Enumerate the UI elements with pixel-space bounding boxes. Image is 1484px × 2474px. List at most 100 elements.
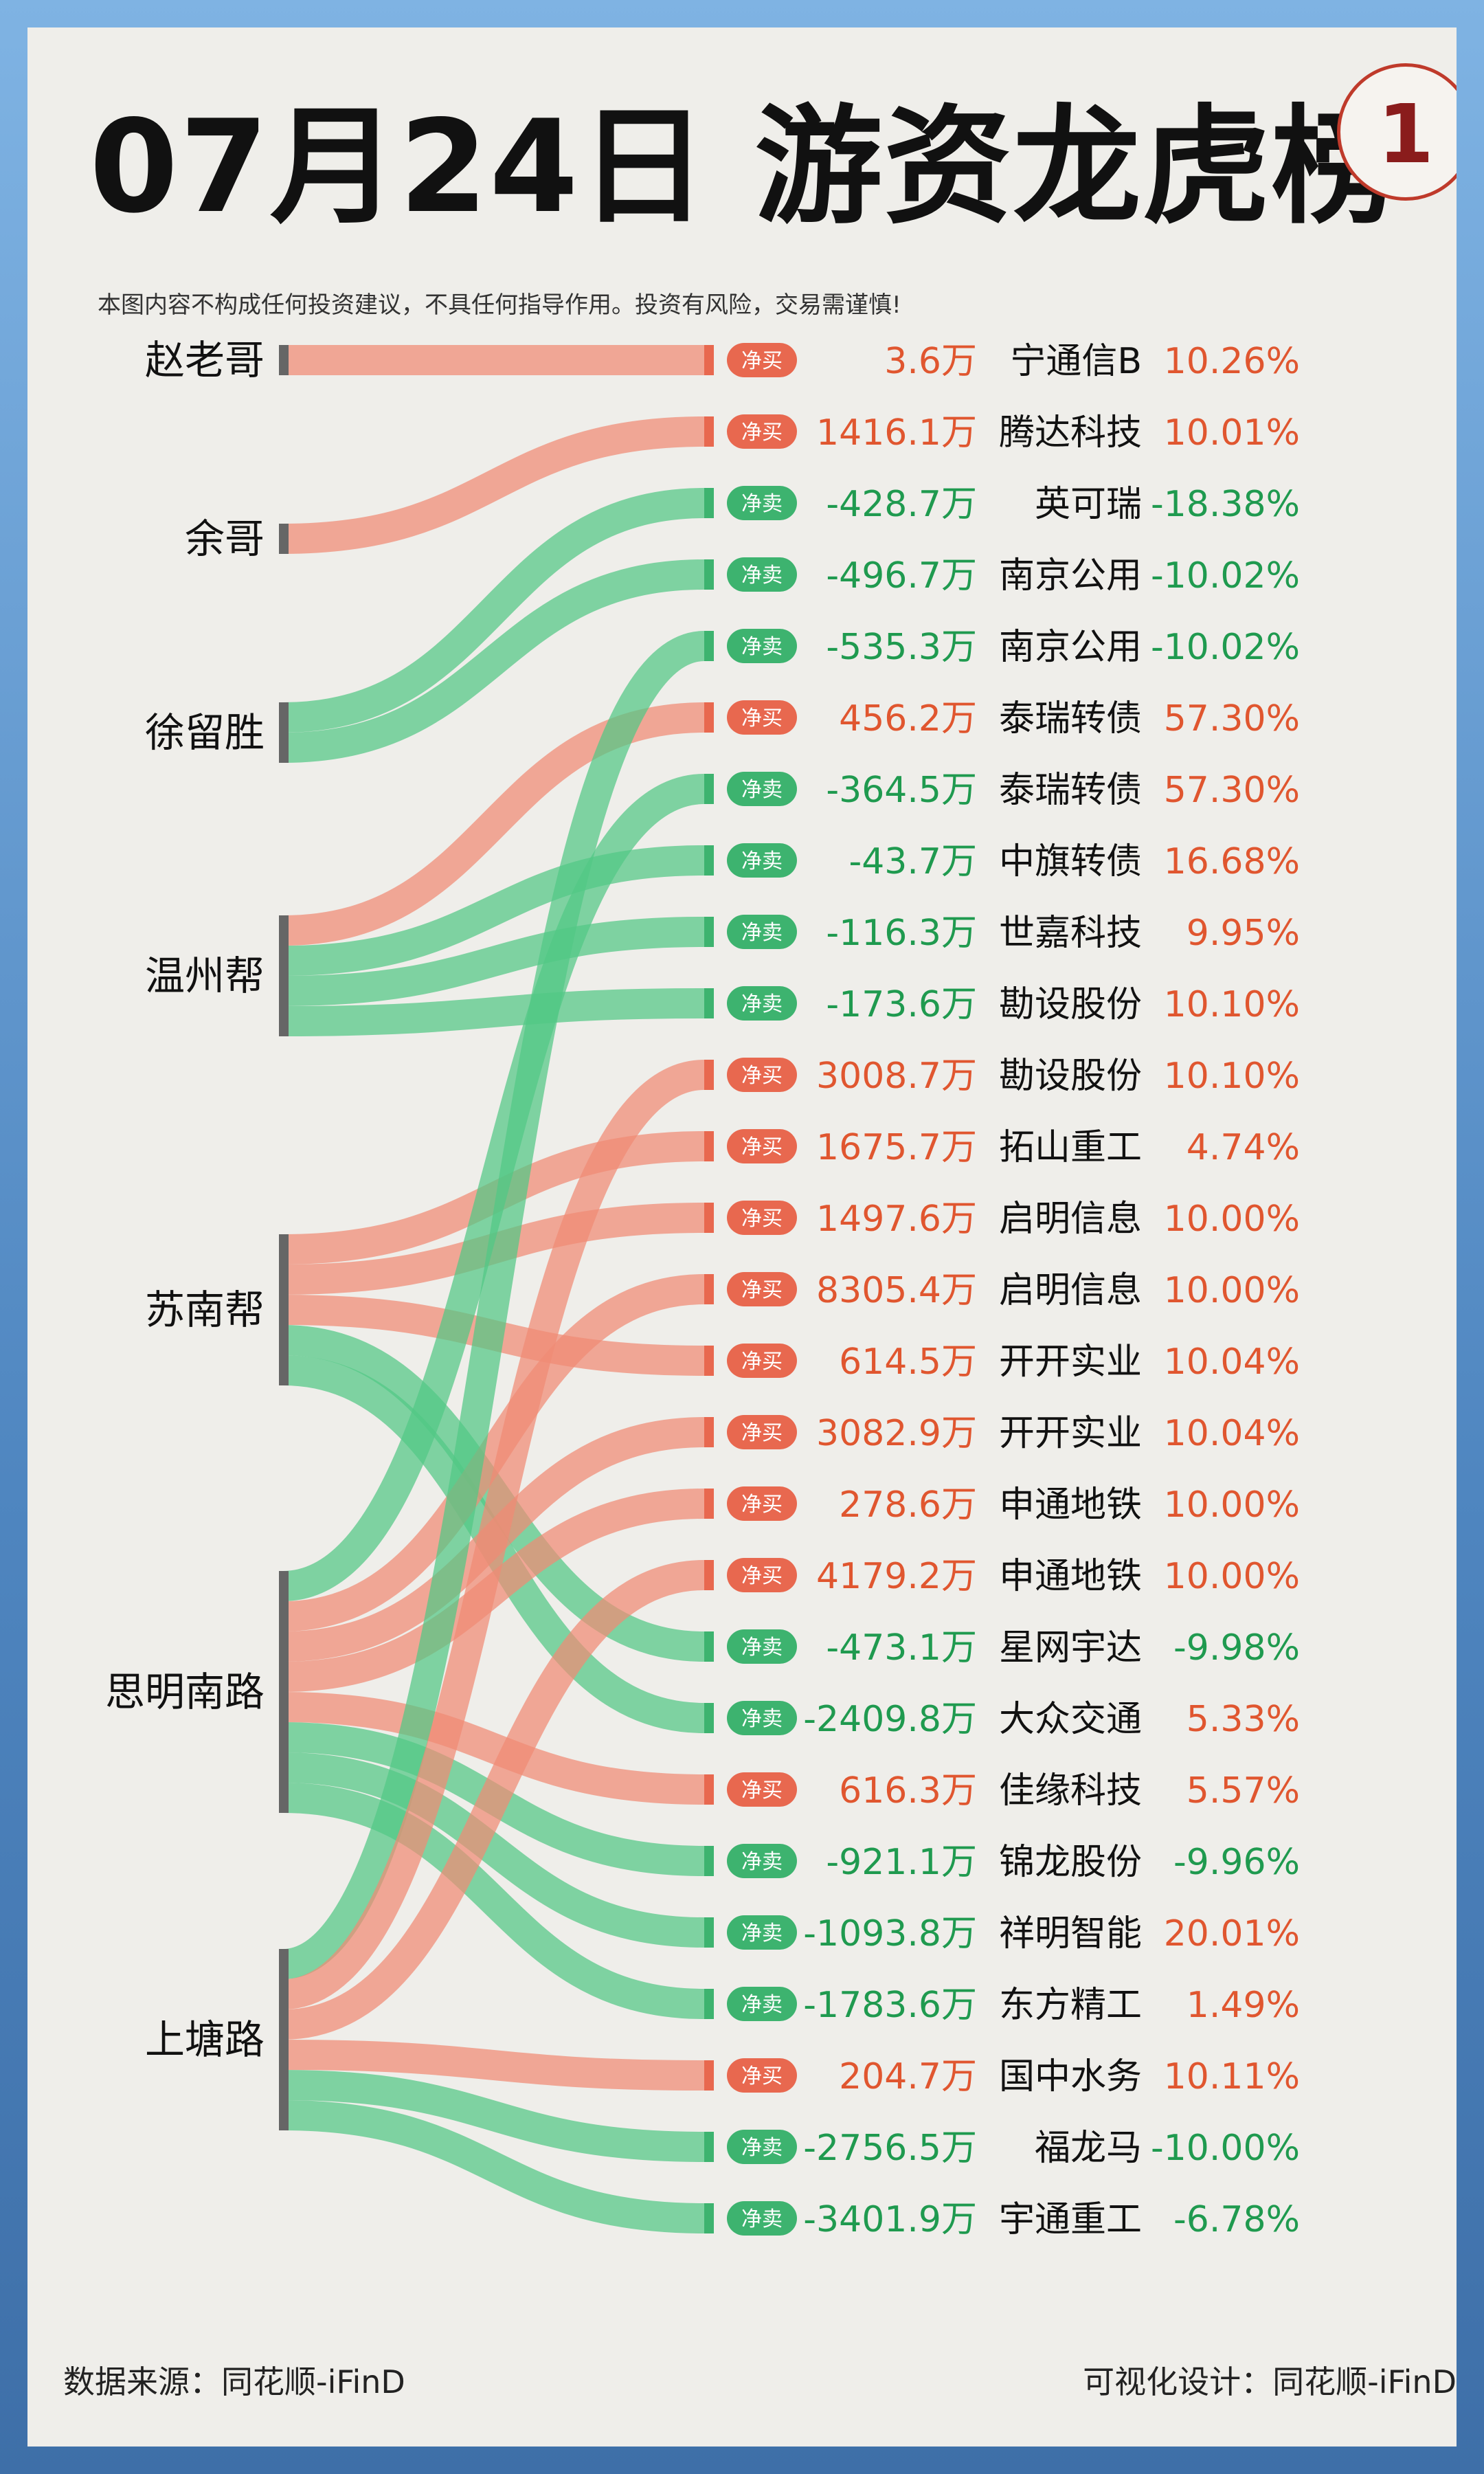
net-buy-tag: [727, 343, 797, 377]
flow-link: [282, 1274, 705, 1631]
target-row: 净卖 -3401.9万 宇通重工 -6.78%: [704, 2199, 1300, 2240]
target-row: 净买 278.6万 申通地铁 10.00%: [704, 1484, 1300, 1526]
flow-link: [282, 1752, 705, 1948]
amount-label: 1675.7万: [816, 1127, 977, 1168]
net-buy-tag: [727, 1129, 797, 1163]
amount-label: -173.6万: [826, 984, 977, 1025]
amount-label: 4179.2万: [816, 1556, 977, 1597]
price-change: 10.26%: [1164, 341, 1300, 382]
net-sell-tag: [727, 2201, 797, 2236]
price-change: -10.02%: [1151, 555, 1300, 597]
net-buy-tag: [727, 1201, 797, 1235]
net-buy-tag: [727, 414, 797, 449]
flow-link: [282, 2100, 705, 2233]
target-node-bar: [704, 845, 714, 876]
net-sell-tag: [727, 1701, 797, 1735]
amount-label: -473.1万: [826, 1627, 977, 1669]
amount-label: -2409.8万: [803, 1699, 977, 1740]
stock-name: 福龙马: [1035, 2128, 1142, 2169]
flow-link: [282, 559, 705, 763]
amount-label: 278.6万: [839, 1484, 977, 1526]
target-node-bar: [704, 1203, 714, 1233]
price-change: 9.95%: [1187, 913, 1300, 954]
source-node-bar: [279, 1234, 289, 1385]
net-buy-tag: [727, 1558, 797, 1592]
target-node-bar: [704, 1417, 714, 1447]
price-change: 10.00%: [1164, 1556, 1300, 1597]
flow-link: [282, 2040, 705, 2091]
stock-name: 申通地铁: [999, 1556, 1142, 1597]
source-label: 赵老哥: [145, 337, 265, 383]
target-row: 净买 3008.7万 勘设股份 10.10%: [704, 1056, 1300, 1097]
source-node-bar: [279, 1949, 289, 2130]
tag-label: 净买: [741, 1421, 783, 1445]
target-node-bar: [704, 631, 714, 661]
price-change: 5.57%: [1187, 1770, 1300, 1812]
target-row: 净卖 -1093.8万 祥明智能 20.01%: [704, 1913, 1300, 1954]
target-node-bar: [704, 488, 714, 518]
price-change: 10.10%: [1164, 984, 1300, 1025]
net-sell-tag: [727, 843, 797, 878]
target-node-bar: [704, 1917, 714, 1948]
stock-name: 宁通信B: [1010, 341, 1142, 382]
target-row: 净卖 -116.3万 世嘉科技 9.95%: [704, 913, 1300, 954]
price-change: 10.04%: [1164, 1341, 1300, 1383]
source-label: 思明南路: [105, 1669, 265, 1715]
net-sell-tag: [727, 486, 797, 520]
target-row: 净买 1675.7万 拓山重工 4.74%: [704, 1127, 1300, 1168]
flow-link: [282, 917, 705, 1006]
amount-label: -428.7万: [826, 484, 977, 525]
tag-label: 净买: [741, 1278, 783, 1302]
price-change: -18.38%: [1151, 484, 1300, 525]
stock-name: 勘设股份: [999, 1056, 1142, 1097]
stock-name: 宇通重工: [999, 2199, 1142, 2240]
target-node-bar: [704, 1774, 714, 1805]
flow-layer: [282, 344, 706, 2233]
target-row: 净买 3.6万 宁通信B 10.26%: [704, 341, 1300, 382]
target-node-bar: [704, 1274, 714, 1304]
amount-label: 1416.1万: [816, 412, 977, 454]
source-node-bar: [279, 1571, 289, 1813]
price-change: 10.10%: [1164, 1056, 1300, 1097]
disclaimer: 本图内容不构成任何投资建议，不具任何指导作用。投资有风险，交易需谨慎!: [98, 291, 901, 319]
source-label: 徐留胜: [145, 709, 265, 756]
flow-link: [282, 1560, 705, 2040]
source-label: 上塘路: [145, 2016, 265, 2063]
tag-label: 净买: [741, 1779, 783, 1803]
target-row: 净买 1497.6万 启明信息 10.00%: [704, 1199, 1300, 1240]
net-buy-tag: [727, 1486, 797, 1521]
net-buy-tag: [727, 700, 797, 735]
design-credit: 可视化设计：同花顺-iFinD: [1083, 2363, 1457, 2400]
target-node-bar: [704, 1346, 714, 1376]
source-node-bar: [279, 702, 289, 763]
stock-name: 启明信息: [999, 1199, 1142, 1240]
target-row: 净买 204.7万 国中水务 10.11%: [704, 2056, 1300, 2097]
amount-label: 3.6万: [884, 341, 977, 382]
amount-label: -43.7万: [848, 841, 977, 882]
source-label: 温州帮: [145, 952, 265, 999]
tag-label: 净卖: [741, 778, 783, 802]
stock-name: 南京公用: [999, 627, 1142, 668]
tag-label: 净买: [741, 1493, 783, 1517]
tag-label: 净卖: [741, 1636, 783, 1660]
price-change: 10.00%: [1164, 1270, 1300, 1311]
price-change: -10.00%: [1151, 2128, 1300, 2169]
net-sell-tag: [727, 629, 797, 663]
amount-label: -535.3万: [826, 627, 977, 668]
amount-label: 204.7万: [839, 2056, 977, 2097]
target-row: 净买 1416.1万 腾达科技 10.01%: [704, 412, 1300, 454]
target-row: 净买 456.2万 泰瑞转债 57.30%: [704, 698, 1300, 739]
net-sell-tag: [727, 2130, 797, 2164]
amount-label: -116.3万: [826, 913, 977, 954]
flow-link: [282, 1060, 706, 2009]
amount-label: 3082.9万: [816, 1413, 977, 1454]
amount-label: -1093.8万: [803, 1913, 977, 1954]
target-row: 净卖 -473.1万 星网宇达 -9.98%: [704, 1627, 1300, 1669]
target-row: 净卖 -496.7万 南京公用 -10.02%: [704, 555, 1300, 597]
target-row: 净卖 -535.3万 南京公用 -10.02%: [704, 627, 1300, 668]
net-sell-tag: [727, 1915, 797, 1950]
amount-label: -364.5万: [826, 770, 977, 811]
target-row: 净买 616.3万 佳缘科技 5.57%: [704, 1770, 1300, 1812]
stock-name: 国中水务: [999, 2056, 1142, 2097]
tag-label: 净卖: [741, 849, 783, 873]
